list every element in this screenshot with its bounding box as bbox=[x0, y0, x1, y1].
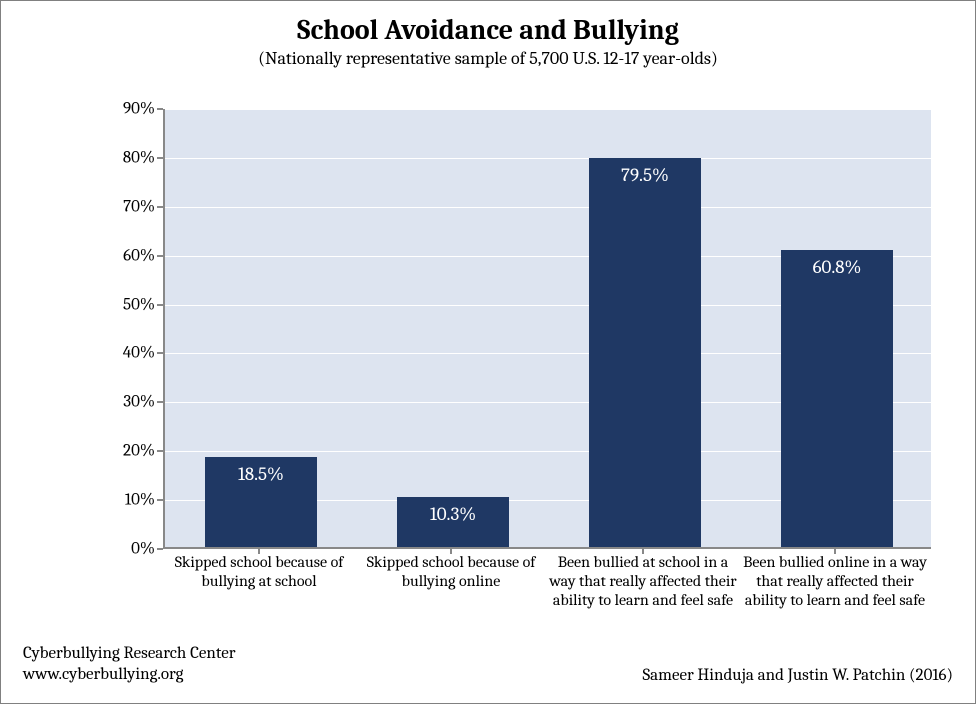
chart: 18.5%10.3%79.5%60.8% 0%10%20%30%40%50%60… bbox=[91, 109, 931, 549]
bar: 18.5% bbox=[205, 457, 316, 547]
bar: 60.8% bbox=[781, 250, 892, 547]
title-block: School Avoidance and Bullying (Nationall… bbox=[1, 15, 975, 69]
y-tick-mark bbox=[157, 255, 163, 257]
y-tick-mark bbox=[157, 548, 163, 550]
y-tick-mark bbox=[157, 499, 163, 501]
footer-authors: Sameer Hinduja and Justin W. Patchin (20… bbox=[642, 666, 953, 685]
y-tick-label: 20% bbox=[95, 442, 155, 461]
gridline bbox=[165, 109, 931, 110]
y-tick-mark bbox=[157, 108, 163, 110]
y-tick-label: 30% bbox=[95, 393, 155, 412]
bar-value-label: 10.3% bbox=[397, 503, 508, 525]
x-tick-label: Been bullied online in a way that really… bbox=[741, 553, 929, 610]
y-tick-mark bbox=[157, 304, 163, 306]
y-tick-mark bbox=[157, 157, 163, 159]
y-tick-label: 10% bbox=[95, 491, 155, 510]
y-tick-mark bbox=[157, 401, 163, 403]
footer-left: Cyberbullying Research Center www.cyberb… bbox=[23, 643, 236, 686]
y-tick-label: 60% bbox=[95, 246, 155, 265]
x-tick-label: Skipped school because of bullying onlin… bbox=[357, 553, 545, 591]
chart-title: School Avoidance and Bullying bbox=[1, 15, 975, 46]
y-tick-label: 90% bbox=[95, 100, 155, 119]
x-tick-label: Skipped school because of bullying at sc… bbox=[165, 553, 353, 591]
x-tick-label: Been bullied at school in a way that rea… bbox=[549, 553, 737, 610]
y-tick-mark bbox=[157, 352, 163, 354]
gridline bbox=[165, 158, 931, 159]
y-tick-mark bbox=[157, 206, 163, 208]
bar-value-label: 18.5% bbox=[205, 463, 316, 485]
gridline bbox=[165, 207, 931, 208]
y-tick-label: 50% bbox=[95, 295, 155, 314]
y-tick-label: 70% bbox=[95, 197, 155, 216]
bar: 79.5% bbox=[589, 158, 700, 547]
bar-value-label: 79.5% bbox=[589, 164, 700, 186]
footer-url: www.cyberbullying.org bbox=[23, 664, 236, 685]
y-tick-mark bbox=[157, 450, 163, 452]
bar: 10.3% bbox=[397, 497, 508, 547]
bar-value-label: 60.8% bbox=[781, 256, 892, 278]
chart-frame: School Avoidance and Bullying (Nationall… bbox=[0, 0, 976, 704]
y-tick-label: 80% bbox=[95, 148, 155, 167]
footer-org: Cyberbullying Research Center bbox=[23, 643, 236, 664]
y-tick-label: 40% bbox=[95, 344, 155, 363]
chart-subtitle: (Nationally representative sample of 5,7… bbox=[1, 48, 975, 69]
plot-area: 18.5% 10.3% 79.5% 60.8% bbox=[163, 109, 931, 549]
y-tick-label: 0% bbox=[95, 540, 155, 559]
